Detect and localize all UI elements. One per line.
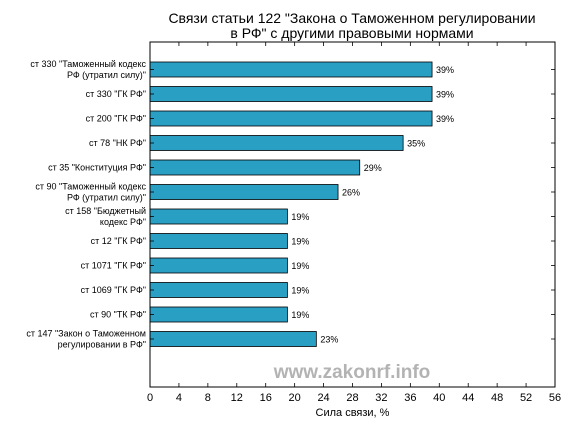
x-axis-ticks: 0 4 8 12 16 20 24 28 32 36 40 44 48 52 56 — [147, 42, 561, 404]
bar-value-label: 39% — [436, 114, 454, 124]
x-tick-label: 28 — [346, 392, 358, 404]
category-label: ст 12 "ГК РФ" — [91, 236, 146, 246]
bar — [149, 306, 288, 323]
bar-value-label: 19% — [291, 261, 309, 271]
x-tick-label: 4 — [176, 392, 182, 404]
category-label: ст 1069 "ГК РФ" — [81, 285, 146, 295]
bar-value-label: 39% — [436, 90, 454, 100]
x-axis-label: Сила связи, % — [316, 407, 390, 419]
x-tick-label: 48 — [491, 392, 503, 404]
category-label: регулировании в РФ" — [58, 340, 146, 350]
value-labels: 39% 39% 39% 35% 29% 26% 19% 19% 19% 19% 19% 23% — [291, 65, 454, 345]
x-tick-label: 12 — [231, 392, 243, 404]
x-tick-label: 40 — [433, 392, 445, 404]
category-label: ст 90 "ТК РФ" — [90, 310, 146, 320]
x-tick-label: 56 — [549, 392, 561, 404]
category-label: ст 200 "ГК РФ" — [86, 114, 146, 124]
category-label: ст 158 "Бюджетный — [65, 206, 146, 216]
bar — [149, 257, 288, 274]
x-tick-label: 20 — [289, 392, 301, 404]
category-label: ст 35 "Конституция РФ" — [48, 163, 146, 173]
bar — [149, 159, 361, 176]
bar — [149, 110, 433, 127]
bar-value-label: 26% — [342, 188, 360, 198]
x-tick-label: 16 — [260, 392, 272, 404]
x-tick-label: 32 — [375, 392, 387, 404]
x-tick-label: 52 — [520, 392, 532, 404]
chart-title-line: Связи статьи 122 "Закона о Таможенном ре… — [168, 10, 535, 26]
category-label: ст 78 "НК РФ" — [89, 138, 146, 148]
category-label: ст 90 "Таможенный кодекс — [35, 182, 146, 192]
x-tick-label: 36 — [404, 392, 416, 404]
bar — [149, 135, 404, 151]
bar — [149, 331, 317, 347]
category-label: ст 330 "Таможенный кодекс — [30, 59, 146, 69]
x-tick-label: 44 — [462, 392, 474, 404]
category-label: ст 147 "Закон о Таможенном — [26, 329, 146, 339]
bar — [149, 233, 288, 249]
bar — [149, 61, 433, 78]
bar-value-label: 19% — [291, 286, 309, 296]
bar-value-label: 19% — [291, 212, 309, 222]
chart-title-line: в РФ" с другими правовыми нормами — [230, 25, 473, 41]
category-label: кодекс РФ" — [100, 217, 146, 227]
bar — [149, 86, 433, 102]
bars-group — [149, 61, 433, 347]
chart-title: Связи статьи 122 "Закона о Таможенном ре… — [168, 10, 535, 41]
x-tick-label: 0 — [147, 392, 153, 404]
bar-value-label: 35% — [407, 139, 425, 149]
x-tick-label: 8 — [205, 392, 211, 404]
bar — [149, 184, 339, 200]
x-tick-label: 24 — [317, 392, 329, 404]
bar-value-label: 23% — [320, 335, 338, 345]
bar-value-label: 29% — [364, 163, 382, 173]
category-label: ст 330 "ГК РФ" — [86, 89, 146, 99]
bar — [149, 282, 288, 298]
bar-value-label: 39% — [436, 65, 454, 75]
watermark: www.zakonrf.info — [273, 362, 431, 383]
bar-value-label: 19% — [291, 237, 309, 247]
bar — [149, 208, 288, 225]
bar-value-label: 19% — [291, 310, 309, 320]
category-label: РФ (утратил силу)" — [67, 193, 146, 203]
category-label: ст 1071 "ГК РФ" — [81, 261, 146, 271]
category-label: РФ (утратил силу)" — [67, 70, 146, 80]
